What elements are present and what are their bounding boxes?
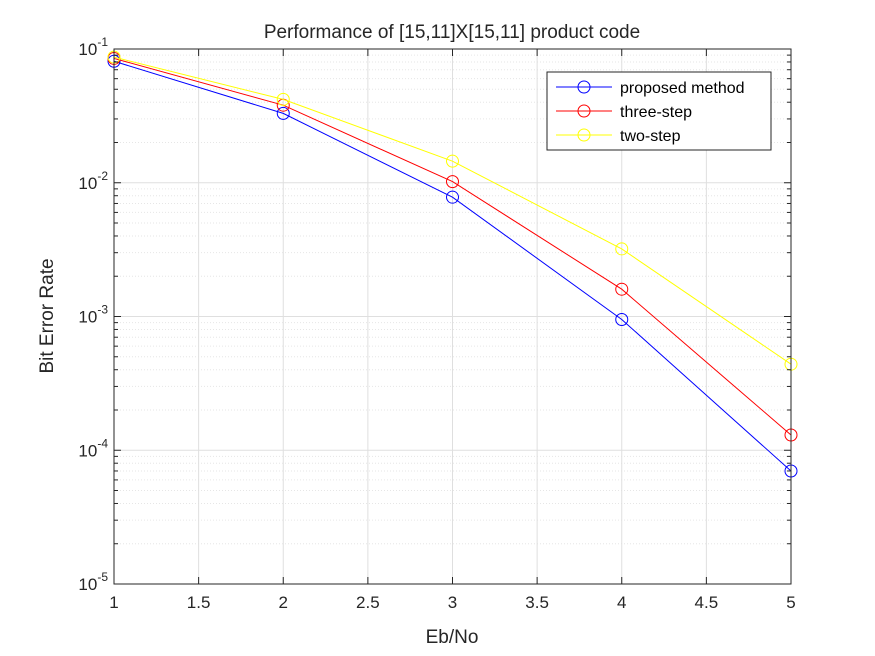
legend-marker (577, 80, 591, 94)
y-tick-label: 10-3 (78, 303, 108, 327)
y-tick-label: 10-2 (78, 169, 108, 193)
legend-label: two-step (620, 128, 681, 145)
x-tick-label: 1 (109, 593, 118, 612)
y-tick-exponent: -3 (97, 303, 108, 317)
x-tick-label: 1.5 (187, 593, 211, 612)
y-tick-base: 10 (78, 40, 97, 59)
legend: proposed method three-step two-step (546, 71, 772, 151)
data-point-marker (615, 282, 629, 296)
series-layer (107, 50, 798, 478)
data-point-marker (276, 106, 290, 120)
legend-label: proposed method (620, 80, 745, 97)
data-point-marker (276, 92, 290, 106)
x-tick-label: 2.5 (356, 593, 380, 612)
y-tick-base: 10 (78, 174, 97, 193)
y-tick-label: 10-5 (78, 570, 108, 594)
x-tick-labels: 1 1.5 2 2.5 3 3.5 4 4.5 5 (109, 593, 795, 612)
data-point-marker (446, 175, 459, 189)
x-axis-label: Eb/No (426, 627, 479, 648)
data-point-marker (446, 154, 459, 168)
chart-title: Performance of [15,11]X[15,11] product c… (264, 22, 640, 43)
legend-marker (577, 104, 591, 118)
data-point-marker (615, 312, 629, 326)
legend-marker (577, 128, 591, 142)
y-tick-exponent: -2 (97, 169, 108, 183)
y-tick-exponent: -5 (97, 570, 108, 584)
y-tick-exponent: -4 (97, 436, 108, 450)
tick-marks (113, 48, 792, 585)
y-tick-base: 10 (78, 308, 97, 327)
y-tick-label: 10-4 (78, 436, 108, 460)
y-axis-label: Bit Error Rate (37, 258, 58, 373)
x-tick-label: 3.5 (525, 593, 549, 612)
x-tick-label: 4 (617, 593, 626, 612)
x-tick-label: 2 (279, 593, 288, 612)
data-point-marker (446, 190, 459, 204)
series-line (113, 60, 792, 472)
legend-label: three-step (620, 104, 692, 121)
x-tick-label: 4.5 (695, 593, 719, 612)
series-line (113, 57, 792, 436)
y-tick-exponent: -1 (97, 35, 108, 49)
y-tick-label: 10-1 (78, 35, 108, 59)
series-line (113, 56, 792, 365)
y-tick-labels: 10-110-210-310-410-5 (78, 35, 108, 594)
y-tick-base: 10 (78, 441, 97, 460)
x-tick-label: 5 (786, 593, 795, 612)
y-tick-base: 10 (78, 575, 97, 594)
x-tick-label: 3 (448, 593, 457, 612)
data-point-marker (615, 242, 629, 256)
